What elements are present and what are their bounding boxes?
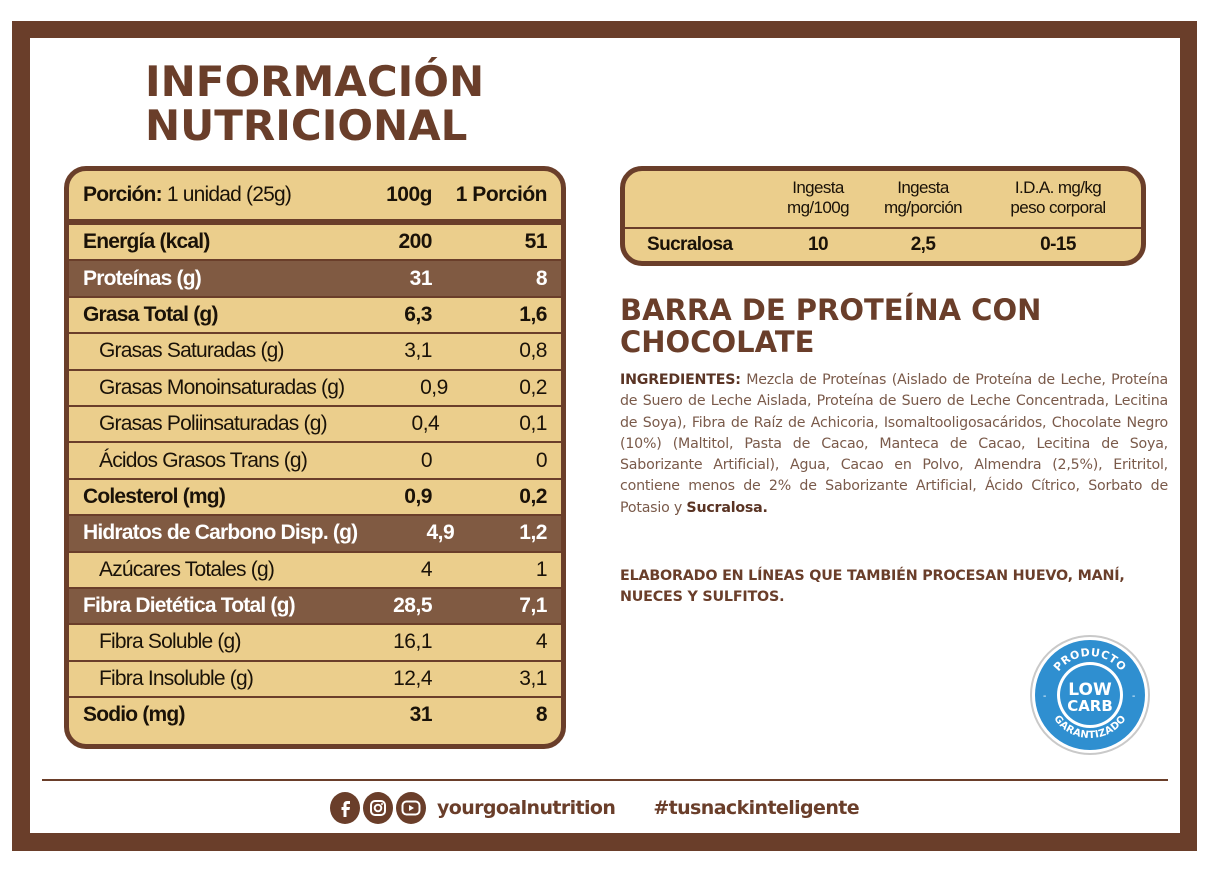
sweetener-row: Sucralosa 10 2,5 0-15 (625, 229, 1141, 261)
value-per-portion: 0 (535, 448, 548, 472)
value-per-100g: 0,9 (404, 484, 432, 508)
header-intake-100g: Ingesta mg/100g (787, 178, 850, 217)
nutrition-row: Ácidos Grasos Trans (g) 0 0 (69, 441, 561, 477)
nutrient-name: Fibra Dietética Total (g) (83, 594, 296, 618)
title-line-1: INFORMACIÓN (145, 57, 485, 106)
value-per-portion: 1 (535, 557, 548, 581)
nutrition-row: Grasas Poliinsaturadas (g) 0,4 0,1 (69, 404, 561, 441)
value-per-portion: 1,2 (519, 521, 547, 545)
nutrition-row: Grasa Total (g) 6,3 1,6 (69, 295, 561, 332)
value-per-portion: 1,6 (519, 302, 547, 326)
column-header-portion: 1 Porción (455, 183, 548, 206)
header-intake-portion: Ingesta mg/porción (883, 178, 963, 217)
value-per-portion: 8 (535, 703, 548, 727)
footer: yourgoalnutrition #tusnackinteligente (330, 790, 860, 826)
page-title: INFORMACIÓN NUTRICIONAL (145, 60, 484, 148)
sweetener-mgportion: 2,5 (910, 234, 936, 255)
header-ida: I.D.A. mg/kg peso corporal (1010, 178, 1106, 217)
nutrition-table-header: Porción: 1 unidad (25g) 100g 1 Porción (69, 171, 561, 223)
nutrient-name: Energía (kcal) (83, 230, 210, 254)
sweetener-ida: 0-15 (1040, 234, 1076, 255)
column-header-100g: 100g (386, 183, 432, 206)
value-per-portion: 0,1 (519, 412, 547, 436)
nutrient-name: Azúcares Totales (g) (99, 557, 275, 581)
nutrition-row: Grasas Saturadas (g) 3,1 0,8 (69, 332, 561, 368)
value-per-portion: 7,1 (519, 594, 547, 618)
nutrient-name: Grasas Saturadas (g) (99, 339, 285, 363)
value-per-100g: 4 (420, 557, 433, 581)
value-per-portion: 51 (524, 230, 548, 254)
value-per-100g: 31 (409, 703, 433, 727)
hashtag: #tusnackinteligente (653, 797, 860, 819)
value-per-100g: 0 (420, 448, 433, 472)
value-per-100g: 6,3 (404, 302, 432, 326)
nutrition-row: Colesterol (mg) 0,9 0,2 (69, 477, 561, 514)
sweetener-mg100: 10 (808, 234, 829, 255)
value-per-100g: 31 (409, 266, 433, 290)
svg-text:CARB: CARB (1067, 697, 1113, 715)
nutrient-name: Sodio (mg) (83, 703, 185, 727)
value-per-portion: 0,2 (519, 375, 547, 399)
portion-label: Porción: (83, 183, 163, 206)
svg-text:-: - (1043, 691, 1046, 702)
nutrition-row: Fibra Dietética Total (g) 28,5 7,1 (69, 586, 561, 624)
nutrition-row: Energía (kcal) 200 51 (69, 223, 561, 259)
portion-value: 1 unidad (25g) (166, 183, 292, 206)
social-handle: yourgoalnutrition (437, 797, 616, 819)
nutrition-row: Proteínas (g) 31 8 (69, 259, 561, 296)
nutrient-name: Grasa Total (g) (83, 302, 218, 326)
youtube-icon[interactable] (396, 792, 426, 824)
ingredients-text: INGREDIENTES: Mezcla de Proteínas (Aisla… (620, 370, 1168, 519)
value-per-100g: 4,9 (426, 521, 455, 545)
nutrient-name: Grasas Monoinsaturadas (g) (99, 375, 345, 399)
nutrition-row: Grasas Monoinsaturadas (g) 0,9 0,2 (69, 368, 561, 405)
facebook-icon[interactable] (330, 792, 360, 824)
nutrient-name: Fibra Soluble (g) (99, 630, 241, 654)
value-per-100g: 3,1 (404, 339, 432, 363)
value-per-portion: 0,8 (519, 339, 547, 363)
value-per-portion: 8 (535, 266, 548, 290)
sweetener-table: Ingesta mg/100g Ingesta mg/porción I.D.A. … (620, 166, 1146, 266)
nutrition-row: Fibra Soluble (g) 16,1 4 (69, 623, 561, 659)
value-per-100g: 200 (398, 230, 432, 254)
nutrient-name: Grasas Poliinsaturadas (g) (99, 412, 328, 436)
footer-divider (42, 779, 1168, 781)
allergen-warning: ELABORADO EN LÍNEAS QUE TAMBIÉN PROCESAN… (620, 568, 1125, 605)
nutrition-row: Azúcares Totales (g) 4 1 (69, 550, 561, 587)
value-per-portion: 3,1 (519, 666, 547, 690)
ingredients-end: Sucralosa. (686, 499, 768, 516)
value-per-100g: 12,4 (393, 666, 432, 690)
nutrient-name: Proteínas (g) (83, 266, 202, 290)
ingredients-list: Mezcla de Proteínas (Aislado de Proteína… (620, 372, 1168, 516)
nutrition-row: Hidratos de Carbono Disp. (g) 4,9 1,2 (69, 514, 561, 551)
low-carb-badge-icon: PRODUCTO GARANTIZADO LOW CARB - - (1030, 635, 1150, 755)
instagram-icon[interactable] (363, 792, 393, 824)
value-per-portion: 0,2 (519, 484, 547, 508)
value-per-100g: 0,9 (420, 375, 448, 399)
nutrient-name: Colesterol (mg) (83, 484, 226, 508)
svg-text:LOW: LOW (1068, 680, 1112, 700)
low-carb-badge: PRODUCTO GARANTIZADO LOW CARB - - (1029, 634, 1151, 756)
value-per-100g: 0,4 (411, 412, 440, 436)
nutrient-name: Fibra Insoluble (g) (99, 666, 254, 690)
sweetener-table-header: Ingesta mg/100g Ingesta mg/porción I.D.A. … (625, 171, 1141, 229)
nutrient-name: Ácidos Grasos Trans (g) (99, 448, 308, 472)
product-title: BARRA DE PROTEÍNA CON CHOCOLATE (620, 293, 1042, 359)
value-per-100g: 16,1 (393, 630, 432, 654)
value-per-100g: 28,5 (393, 594, 432, 618)
svg-text:-: - (1132, 691, 1135, 702)
title-line-2: NUTRICIONAL (145, 101, 468, 150)
value-per-portion: 4 (535, 630, 548, 654)
nutrition-facts-table: Porción: 1 unidad (25g) 100g 1 Porción E… (64, 166, 566, 749)
nutrition-row: Sodio (mg) 31 8 (69, 696, 561, 732)
ingredients-label: INGREDIENTES: (620, 372, 741, 388)
nutrition-row: Fibra Insoluble (g) 12,4 3,1 (69, 659, 561, 696)
nutrient-name: Hidratos de Carbono Disp. (g) (83, 521, 358, 545)
sweetener-name: Sucralosa (647, 234, 733, 255)
